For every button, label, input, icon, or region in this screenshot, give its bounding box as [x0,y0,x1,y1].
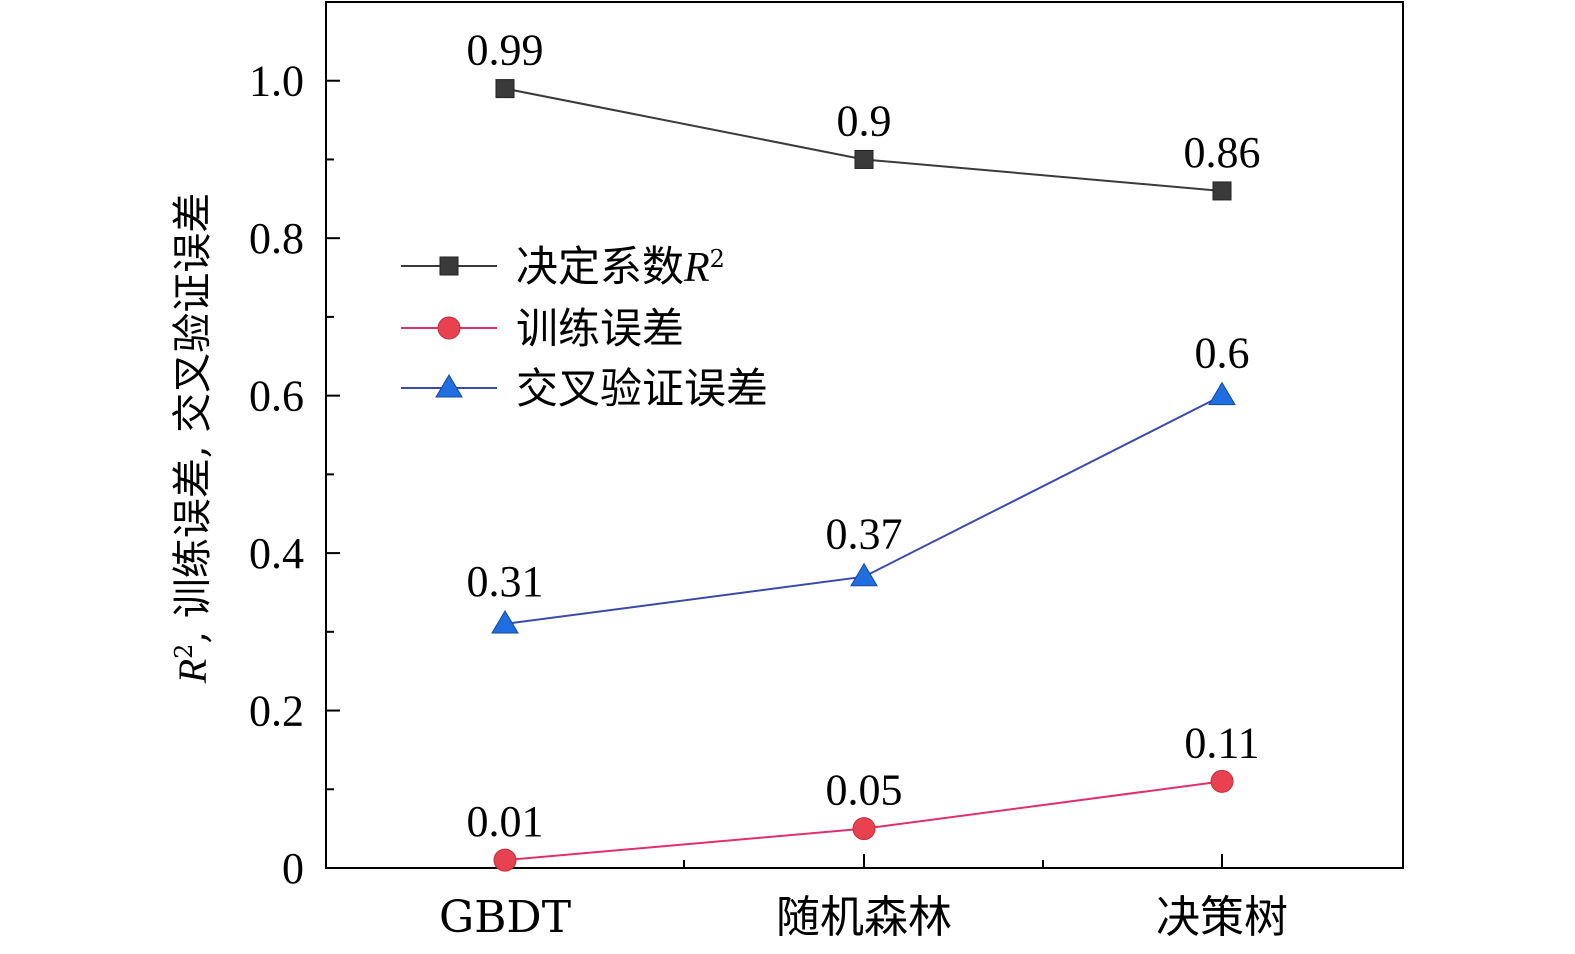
legend-label-italic: R [683,245,710,291]
data-label: 0.11 [1184,718,1259,767]
data-label: 0.01 [467,797,544,846]
y-tick-label: 0 [282,844,304,893]
legend-label: 决定系数R2 [516,242,725,291]
y-axis-label: R2, 训练误差, 交叉验证误差 [170,193,216,685]
data-point [1208,381,1236,406]
y-tick-label: 0.6 [249,372,304,421]
legend-marker [437,316,461,340]
data-labels: 0.99 0.9 0.86 0.01 0.05 0.11 0.31 0.37 0.6 [467,26,1261,847]
data-point [493,848,517,872]
data-point [1212,181,1232,201]
data-label: 0.6 [1195,329,1250,378]
data-label: 0.99 [467,26,544,75]
data-label: 0.31 [467,557,544,606]
x-tick-label: GBDT [439,892,571,943]
y-tick-label: 0.8 [249,214,304,263]
data-point [491,609,519,634]
data-label: 0.86 [1184,128,1261,177]
data-label: 0.05 [826,766,903,815]
data-point [495,79,515,99]
x-tick-label: 决策树 [1156,892,1288,943]
x-axis: GBDT 随机森林 决策树 [439,854,1288,943]
data-label: 0.37 [826,510,903,559]
legend-label: 交叉验证误差 [516,364,768,413]
legend-label-text: 决定系数 [516,242,684,291]
data-point [850,562,878,587]
x-tick-label: 随机森林 [776,892,952,943]
legend-label-text: 训练误差 [516,304,684,353]
series-layer [491,79,1236,872]
y-tick-label: 1.0 [249,57,304,106]
legend-label-text: 交叉验证误差 [516,364,768,413]
y-tick-label: 0.4 [249,529,304,578]
legend-marker [435,374,463,398]
data-label: 0.9 [837,96,892,145]
data-point [854,149,874,169]
legend-marker [439,256,459,276]
legend-label-sup: 2 [710,245,725,273]
y-axis-title: R2, 训练误差, 交叉验证误差 [170,193,216,685]
data-point [1210,769,1234,793]
y-axis-title-sup: 2 [170,644,198,659]
legend-label: 训练误差 [516,304,684,353]
data-point [852,817,876,841]
y-tick-label: 0.2 [249,687,304,736]
y-axis-title-italic: R [170,659,215,684]
y-axis: 0 0.2 0.4 0.6 0.8 1.0 [249,57,340,893]
y-axis-title-rest: , 训练误差, 交叉验证误差 [170,193,216,644]
